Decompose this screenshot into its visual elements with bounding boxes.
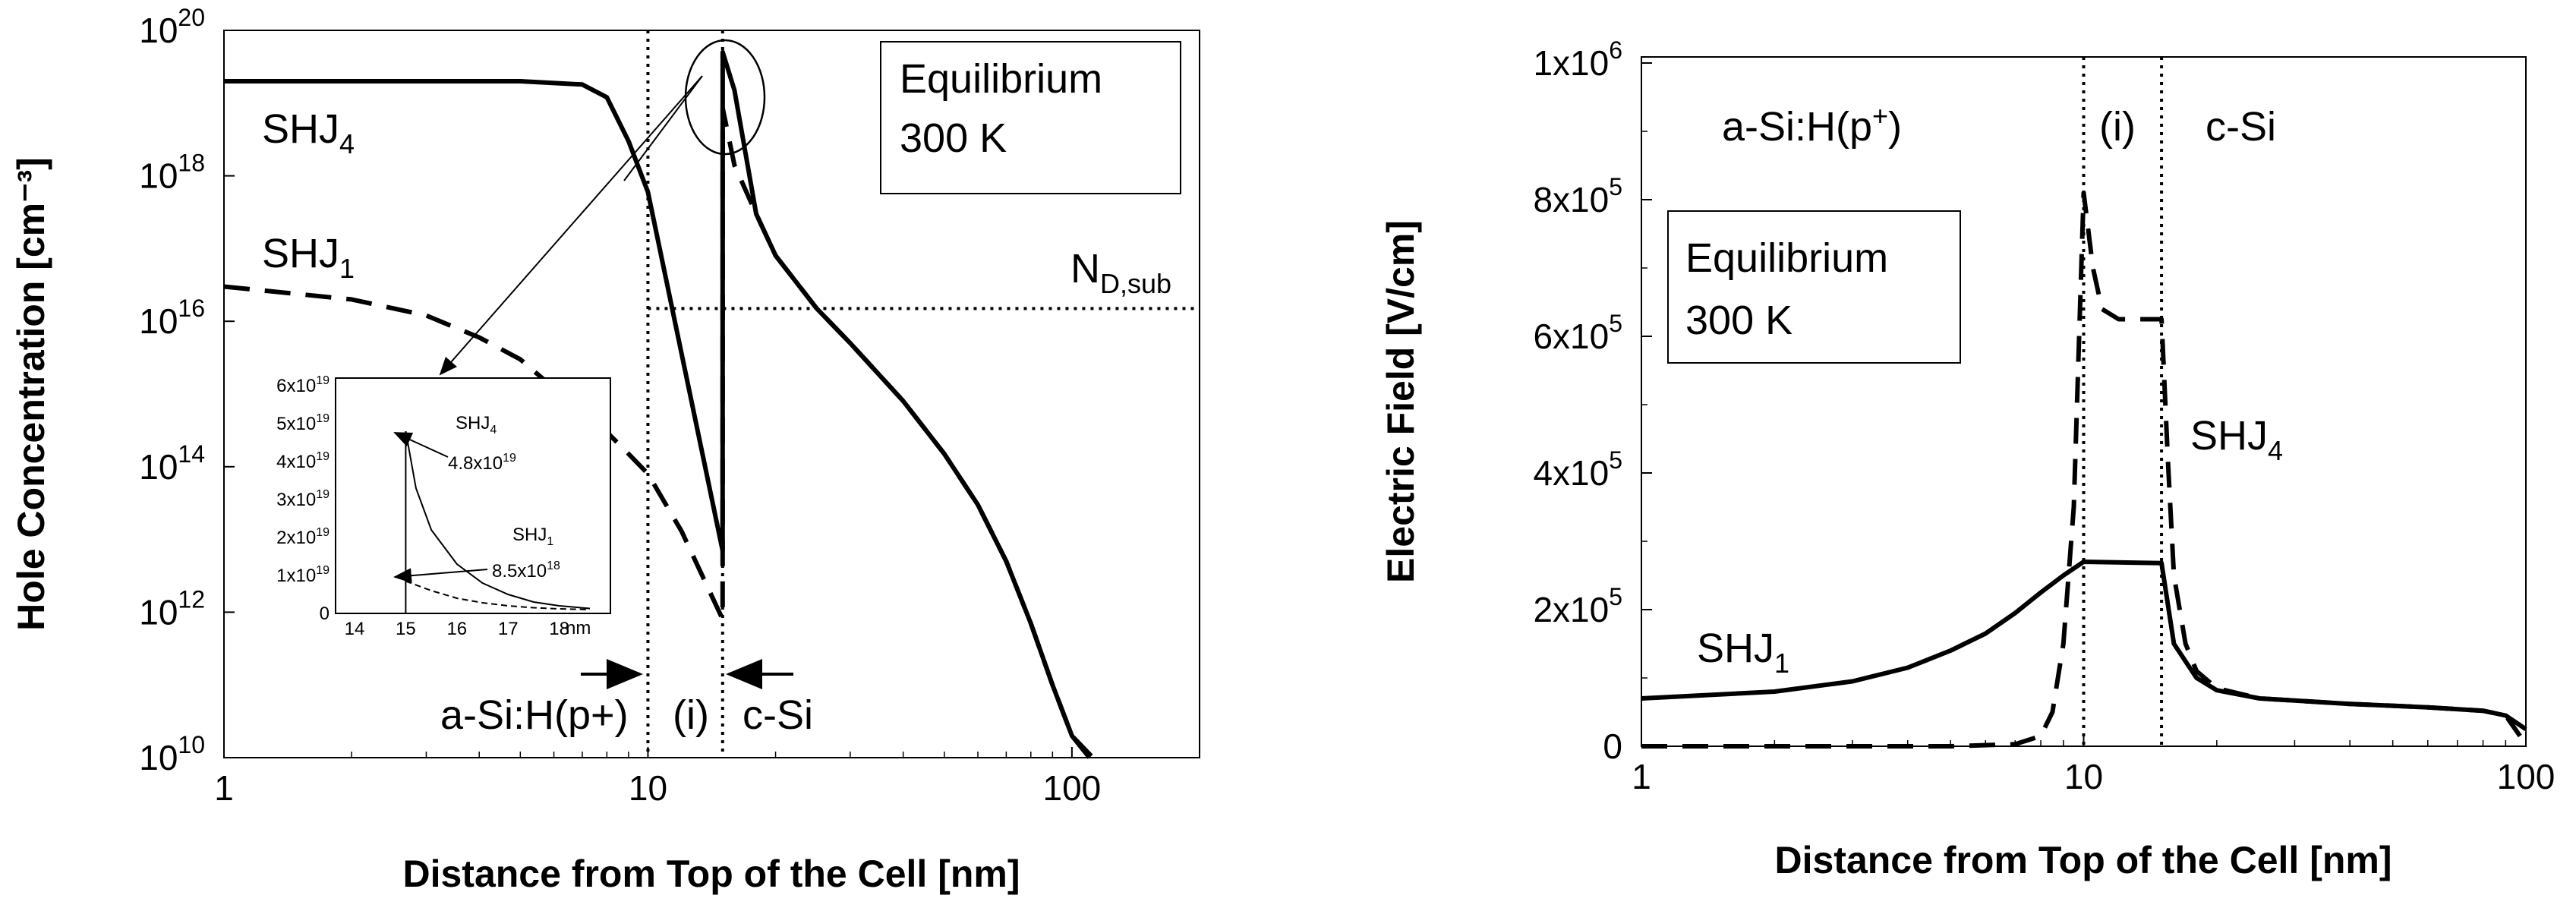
left-y-tick-label: 1014 bbox=[139, 440, 205, 487]
inset-chart: 14 15 16 17 1801x10192x10193x10194x10195x101… bbox=[276, 374, 611, 639]
inset-value-shj1-exp: 18 bbox=[547, 560, 560, 572]
left-series bbox=[223, 49, 1095, 760]
right-y-tick-label: 1x106 bbox=[1533, 36, 1622, 83]
right-y-tick-label: 6x105 bbox=[1533, 310, 1622, 356]
left-conditions-box bbox=[880, 41, 1181, 194]
inset-y-tick-label: 3x1019 bbox=[276, 488, 329, 510]
right-label-shj1-sub: 1 bbox=[1774, 648, 1789, 679]
left-x-tick-label: 1 bbox=[214, 768, 234, 808]
left-label-shj1-sub: 1 bbox=[339, 253, 355, 284]
inset-x-tick-label: 18 bbox=[549, 619, 569, 639]
right-y-tick-label: 2x105 bbox=[1533, 583, 1622, 629]
right-y-axis-title: Electric Field [V/cm] bbox=[1379, 220, 1422, 583]
right-series-shj1 bbox=[1641, 560, 2527, 731]
left-conditions-line1: Equilibrium bbox=[900, 56, 1102, 102]
left-inset-pointer-arrow bbox=[439, 75, 703, 376]
inset-value-shj1: 8.5x1018 bbox=[492, 560, 560, 582]
inset-x-tick-label: 15 bbox=[396, 619, 416, 639]
left-series-shj1 bbox=[223, 106, 1095, 760]
right-label-shj4-sub: 4 bbox=[2268, 435, 2283, 466]
left-conditions-line2: 300 K bbox=[900, 115, 1007, 161]
inset-value-shj4: 4.8x1019 bbox=[448, 452, 516, 474]
inset-y-tick-label: 2x1019 bbox=[276, 526, 329, 548]
left-label-nd-sub-sub: D,sub bbox=[1100, 268, 1171, 299]
inset-y-tick-label: 0 bbox=[320, 604, 329, 624]
left-label-shj4: SHJ4 bbox=[262, 106, 355, 159]
left-x-tick-label: 10 bbox=[629, 768, 667, 808]
inset-label-shj4-sub: 4 bbox=[490, 424, 497, 437]
right-conditions-line1: Equilibrium bbox=[1685, 235, 1888, 281]
left-label-shj4-sub: 4 bbox=[339, 128, 355, 159]
left-region-i: (i) bbox=[673, 692, 709, 738]
inset-x-unit: nm bbox=[566, 618, 591, 638]
left-pointer-line-2 bbox=[623, 75, 703, 181]
left-region-asi: a-Si:H(p+) bbox=[440, 692, 629, 738]
inset-tick-labels: 14 15 16 17 1801x10192x10193x10194x10195x101… bbox=[276, 374, 569, 639]
inset-x-tick-label: 16 bbox=[446, 619, 467, 639]
inset-y-tick-label: 4x1019 bbox=[276, 450, 329, 472]
electric-field-chart: 1 10 100 0 2x105 4x105 6x105 8x105 1x106 Distan… bbox=[1379, 36, 2555, 881]
right-x-axis-title: Distance from Top of the Cell [nm] bbox=[1775, 839, 2392, 881]
right-series bbox=[1641, 191, 2527, 749]
right-conditions-box bbox=[1667, 210, 1961, 364]
left-reference-lines bbox=[646, 30, 1200, 758]
left-x-axis-title: Distance from Top of the Cell [nm] bbox=[403, 853, 1020, 895]
inset-arrow-shj4 bbox=[393, 432, 449, 458]
right-region-csi: c-Si bbox=[2206, 104, 2276, 150]
inset-series bbox=[405, 430, 591, 610]
left-region-csi: c-Si bbox=[743, 692, 813, 738]
left-plot-frame bbox=[223, 30, 1200, 758]
inset-y-tick-label: 6x1019 bbox=[276, 374, 329, 396]
right-x-tick-label: 100 bbox=[2497, 757, 2556, 796]
right-y-tick-label: 8x105 bbox=[1533, 173, 1622, 219]
inset-series-shj4 bbox=[405, 430, 591, 610]
right-region-asi: a-Si:H(p+) bbox=[1722, 100, 1902, 150]
left-y-tick-labels: 1010 1012 1014 1016 1018 1020 bbox=[139, 4, 235, 777]
right-conditions-line2: 300 K bbox=[1685, 298, 1792, 343]
right-label-shj4: SHJ4 bbox=[2190, 413, 2283, 466]
right-y-tick-label: 0 bbox=[1603, 727, 1622, 766]
inset-x-tick-label: 14 bbox=[345, 619, 365, 639]
left-y-axis-title: Hole Concentration [cm⁻³] bbox=[10, 157, 52, 631]
inset-label-shj1: SHJ1 bbox=[512, 525, 553, 548]
left-minor-ticks bbox=[351, 752, 1200, 758]
inset-arrow-shj1 bbox=[393, 568, 488, 584]
left-label-nd-sub: ND,sub bbox=[1070, 246, 1171, 299]
inset-y-tick-label: 5x1019 bbox=[276, 412, 329, 434]
left-x-tick-label: 100 bbox=[1043, 768, 1102, 808]
inset-label-shj4: SHJ4 bbox=[456, 413, 497, 437]
right-y-tick-label: 4x105 bbox=[1533, 446, 1622, 493]
right-series-shj4 bbox=[1641, 191, 2522, 749]
inset-series-shj1 bbox=[405, 580, 591, 610]
right-x-tick-label: 1 bbox=[1632, 757, 1651, 796]
right-region-asi-sup: + bbox=[1872, 100, 1888, 131]
right-reference-lines bbox=[2082, 57, 2164, 746]
left-y-tick-label: 1020 bbox=[139, 4, 205, 50]
left-y-tick-label: 1016 bbox=[139, 295, 205, 341]
left-x-tick-labels: 1 10 100 bbox=[214, 747, 1101, 808]
right-x-tick-label: 10 bbox=[2064, 757, 2103, 796]
left-y-tick-label: 1010 bbox=[139, 731, 205, 777]
inset-x-tick-label: 17 bbox=[498, 619, 519, 639]
right-label-shj1: SHJ1 bbox=[1697, 626, 1789, 679]
right-x-tick-labels: 1 10 100 bbox=[1632, 736, 2555, 796]
right-y-tick-labels: 0 2x105 4x105 6x105 8x105 1x106 bbox=[1533, 36, 1652, 766]
left-label-shj1: SHJ1 bbox=[262, 231, 355, 284]
left-y-tick-label: 1018 bbox=[139, 150, 205, 196]
left-y-axis-title-main: Hole Concentration [cm⁻³] bbox=[10, 157, 52, 631]
left-y-tick-label: 1012 bbox=[139, 585, 205, 632]
right-region-asi-close: ) bbox=[1888, 104, 1902, 150]
inset-label-shj1-sub: 1 bbox=[547, 535, 553, 548]
inset-value-shj4-exp: 19 bbox=[503, 452, 516, 465]
inset-frame bbox=[335, 377, 611, 614]
inset-y-tick-label: 1x1019 bbox=[276, 564, 329, 586]
right-region-i: (i) bbox=[2099, 104, 2136, 150]
